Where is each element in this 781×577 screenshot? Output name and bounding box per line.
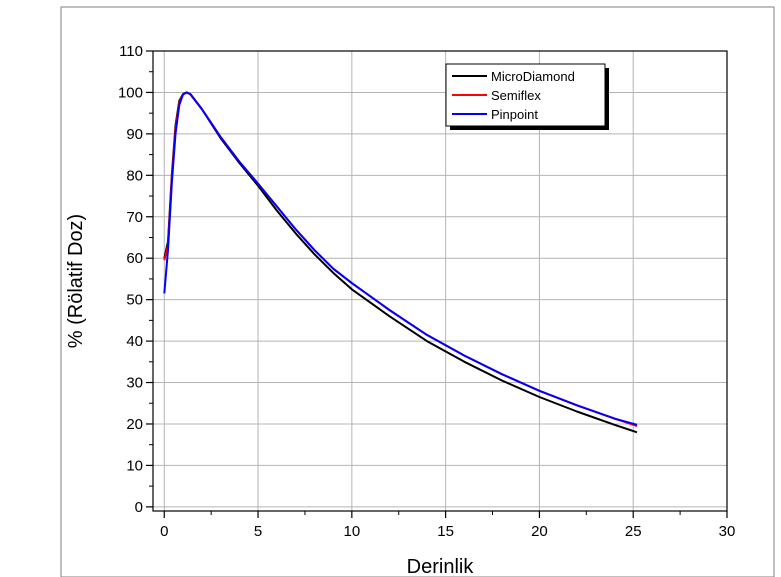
y-tick-label: 90 [126,126,143,143]
series-lines [163,91,638,434]
y-tick-label: 50 [126,292,143,309]
series-line-pinpoint [163,91,638,426]
x-axis-title: Derinlik [407,556,475,577]
y-tick-label: 110 [119,43,143,60]
x-tick-label: 25 [625,523,642,540]
x-tick-label: 15 [437,523,454,540]
axes: 0 5 10 15 20 25 30 0 10 20 30 40 50 60 70 80 90 100 110 [118,43,735,540]
y-tick-label: 30 [126,375,143,392]
y-tick-label: 70 [126,209,143,226]
figure-frame [60,6,775,577]
legend-label: Pinpoint [491,107,538,122]
legend-label: MicroDiamond [491,69,575,84]
x-tick-label: 20 [531,523,548,540]
y-tick-label: 60 [126,250,143,267]
legend-label: Semiflex [491,88,541,103]
x-tick-label: 30 [719,523,736,540]
plot-frame [152,50,728,512]
y-tick-label: 20 [126,416,143,433]
y-tick-label: 40 [126,333,143,350]
y-tick-label: 0 [135,499,143,516]
y-axis-title: % (Rölatif Doz) [65,214,87,348]
legend: MicroDiamond Semiflex Pinpoint [445,63,609,130]
y-tick-label: 100 [118,84,143,101]
y-tick-label: 10 [126,457,143,474]
x-tick-label: 0 [160,523,168,540]
x-tick-label: 5 [254,523,262,540]
x-tick-label: 10 [343,523,360,540]
y-tick-label: 80 [126,167,143,184]
